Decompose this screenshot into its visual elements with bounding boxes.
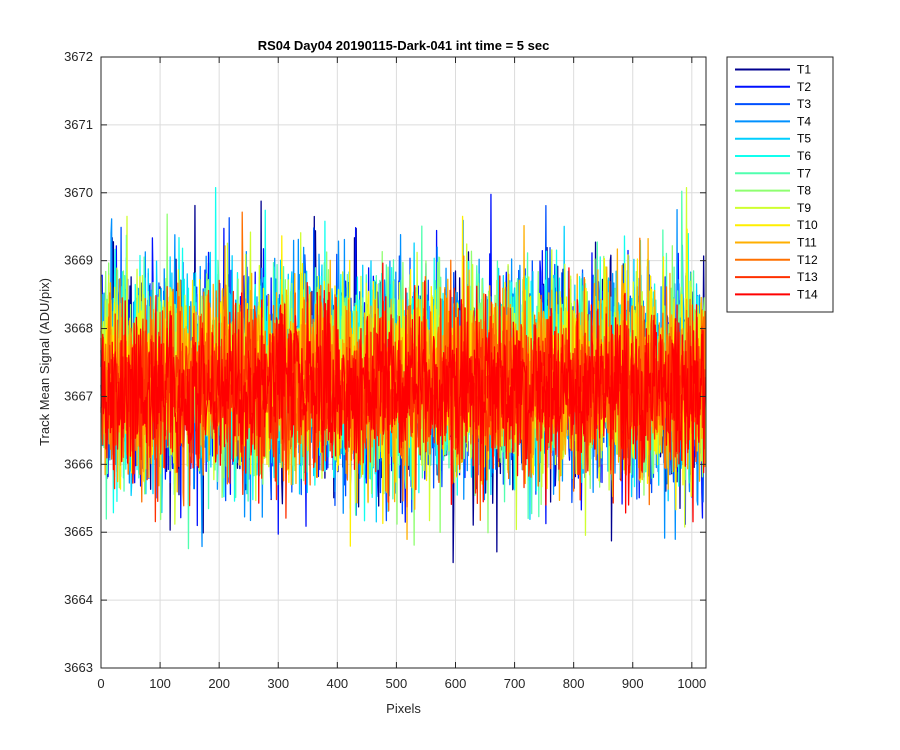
x-tick-label: 1000 xyxy=(677,676,706,691)
x-tick-label: 0 xyxy=(97,676,104,691)
legend-label-t11: T11 xyxy=(797,236,817,250)
y-tick-label: 3668 xyxy=(64,321,93,336)
x-tick-label: 100 xyxy=(149,676,171,691)
legend-label-t6: T6 xyxy=(797,149,811,163)
x-tick-label: 500 xyxy=(386,676,408,691)
legend-label-t5: T5 xyxy=(797,132,811,146)
legend-label-t9: T9 xyxy=(797,201,811,215)
y-tick-label: 3664 xyxy=(64,592,93,607)
legend-label-t12: T12 xyxy=(797,253,818,267)
x-axis-label: Pixels xyxy=(386,701,421,716)
x-tick-label: 900 xyxy=(622,676,644,691)
legend-label-t4: T4 xyxy=(797,114,811,128)
chart-title: RS04 Day04 20190115-Dark-041 int time = … xyxy=(258,38,550,53)
legend-label-t3: T3 xyxy=(797,97,811,111)
x-tick-label: 800 xyxy=(563,676,585,691)
legend-label-t13: T13 xyxy=(797,270,818,284)
x-tick-label: 600 xyxy=(445,676,467,691)
y-tick-label: 3669 xyxy=(64,253,93,268)
legend-label-t14: T14 xyxy=(797,287,818,301)
legend-label-t7: T7 xyxy=(797,166,811,180)
y-tick-label: 3663 xyxy=(64,660,93,675)
y-tick-label: 3667 xyxy=(64,388,93,403)
y-axis-label: Track Mean Signal (ADU/pix) xyxy=(37,278,52,446)
x-tick-label: 700 xyxy=(504,676,526,691)
x-tick-label: 300 xyxy=(267,676,289,691)
legend-label-t1: T1 xyxy=(797,63,811,77)
x-tick-label: 400 xyxy=(326,676,348,691)
legend-box xyxy=(726,56,834,313)
legend-label-t2: T2 xyxy=(797,80,811,94)
y-tick-label: 3670 xyxy=(64,185,93,200)
legend-label-t8: T8 xyxy=(797,184,811,198)
legend: T1 T2 T3 T4 T5 T6 T7 T8 T9 T10 T11 T12 T13 T14 xyxy=(726,56,834,313)
y-tick-label: 3672 xyxy=(64,49,93,64)
plot-area-frame xyxy=(100,56,707,669)
series-line-t14 xyxy=(100,262,707,523)
y-tick-label: 3666 xyxy=(64,456,93,471)
legend-label-t10: T10 xyxy=(797,218,818,232)
axis-ticks: 0 100 200 300 400 500 600 700 800 900 1000 3663 3664… xyxy=(64,49,706,691)
y-tick-label: 3665 xyxy=(64,524,93,539)
data-series-group xyxy=(100,186,707,564)
x-tick-label: 200 xyxy=(208,676,230,691)
y-tick-label: 3671 xyxy=(64,117,93,132)
